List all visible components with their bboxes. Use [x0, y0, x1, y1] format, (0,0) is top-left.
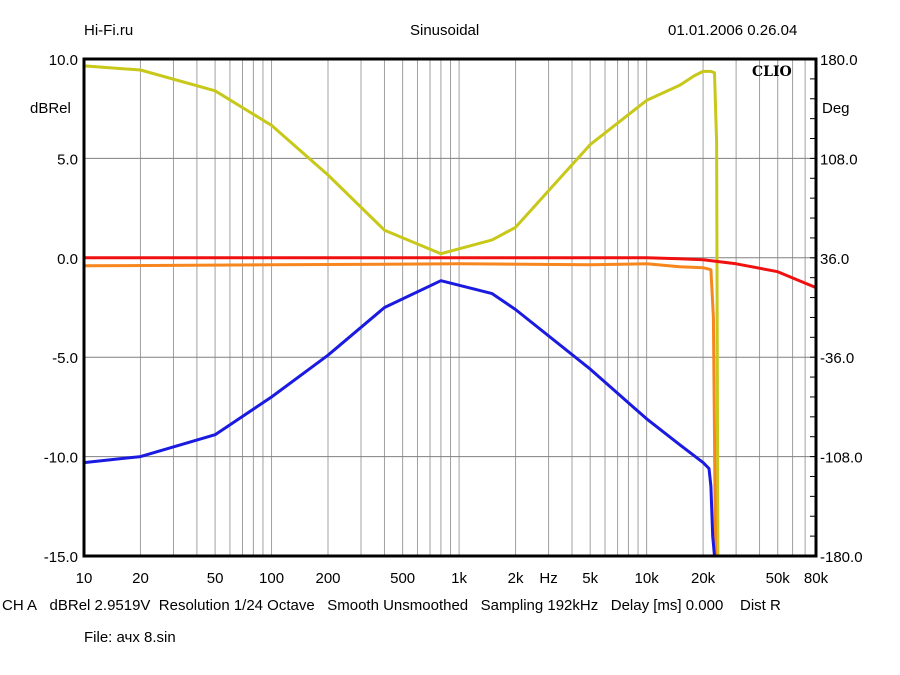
measurement-type: Sinusoidal — [410, 22, 480, 39]
y2-tick-label: -180.0 — [820, 549, 863, 566]
x-tick-label: 2k — [508, 570, 524, 587]
x-tick-label: 200 — [315, 570, 340, 587]
series-blue — [83, 279, 716, 557]
x-tick-label: Hz — [539, 570, 557, 587]
series-phase — [83, 64, 720, 557]
plot-frame — [82, 57, 818, 558]
units: dBRel 2.9519V — [49, 597, 151, 614]
channel: CH A — [2, 597, 38, 614]
resolution: Resolution 1/24 Octave — [158, 597, 315, 614]
x-tick-label: 80k — [804, 570, 829, 587]
timestamp: 01.01.2006 0.26.04 — [668, 22, 798, 39]
x-tick-label: 500 — [390, 570, 415, 587]
x-tick-label: 10k — [635, 570, 660, 587]
y-axis-label: dBRel — [30, 100, 71, 117]
x-tick-label: 20k — [691, 570, 716, 587]
clio-logo: CLIO — [752, 64, 792, 80]
series-red — [84, 256, 817, 289]
x-tick-label: 50k — [766, 570, 791, 587]
dist: Dist R — [739, 597, 781, 614]
y-tick-label: 0.0 — [57, 251, 78, 268]
series-orange — [83, 262, 717, 557]
smoothing: Smooth Unsmoothed — [327, 597, 469, 614]
y2-tick-label: 36.0 — [820, 251, 849, 268]
x-tick-label: 5k — [582, 570, 598, 587]
site-label: Hi-Fi.ru — [84, 22, 134, 39]
y-tick-label: -10.0 — [44, 450, 78, 467]
y2-tick-label: 108.0 — [820, 151, 858, 168]
x-tick-label: 50 — [207, 570, 224, 587]
y2-tick-label: -108.0 — [820, 450, 863, 467]
y2-tick-label: 180.0 — [820, 52, 858, 69]
x-tick-label: 10 — [76, 570, 93, 587]
y-tick-label: 10.0 — [49, 52, 78, 69]
x-tick-label: 100 — [259, 570, 284, 587]
delay: Delay [ms] 0.000 — [610, 597, 724, 614]
x-tick-label: 20 — [132, 570, 149, 587]
file-name: File: ачх 8.sin — [84, 629, 176, 646]
sampling: Sampling 192kHz — [480, 597, 599, 614]
y2-axis-label: Deg — [822, 100, 850, 117]
y-tick-label: -15.0 — [44, 549, 78, 566]
status-line: CH A dBRel 2.9519V Resolution 1/24 Octav… — [2, 597, 781, 614]
y-tick-label: 5.0 — [57, 151, 78, 168]
y-tick-label: -5.0 — [52, 350, 78, 367]
y2-tick-label: -36.0 — [820, 350, 854, 367]
x-tick-label: 1k — [451, 570, 467, 587]
